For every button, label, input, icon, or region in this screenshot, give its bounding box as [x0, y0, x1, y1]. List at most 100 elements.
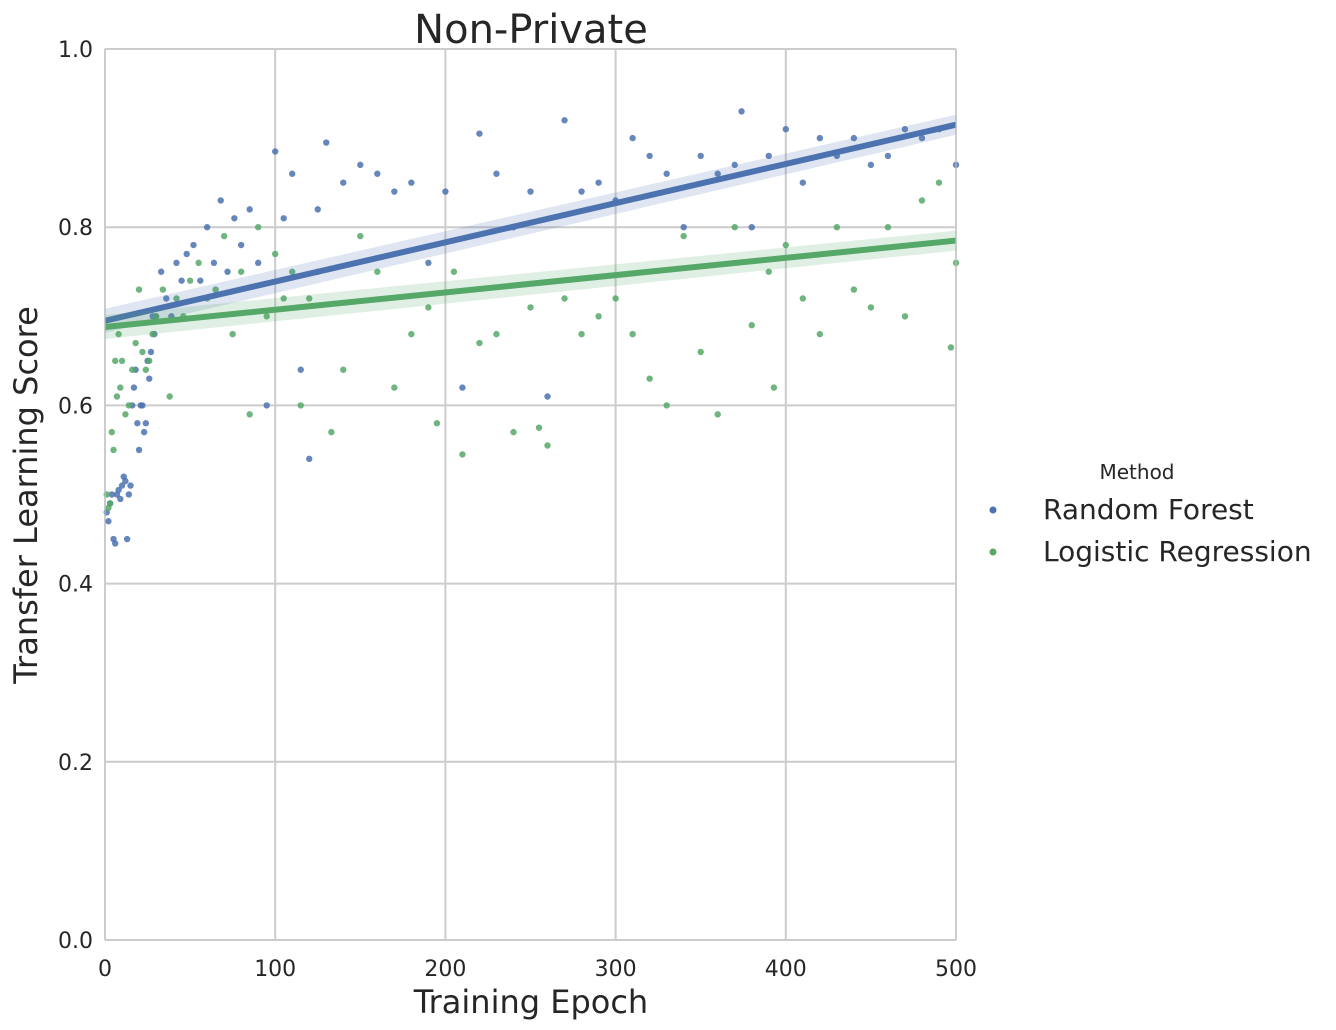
data-point	[328, 428, 335, 436]
data-point	[799, 295, 807, 302]
data-point	[714, 170, 721, 177]
data-point	[105, 518, 112, 525]
data-point	[544, 442, 551, 449]
data-point	[947, 344, 955, 351]
data-point	[112, 357, 119, 365]
data-point	[263, 313, 270, 320]
data-point	[113, 393, 121, 400]
data-point	[118, 482, 126, 489]
regression-line-random-forest	[104, 121, 957, 324]
data-point	[476, 130, 483, 137]
data-point	[935, 179, 943, 186]
data-point	[142, 366, 150, 373]
data-point	[782, 241, 789, 249]
data-point	[112, 540, 119, 547]
data-point	[697, 348, 704, 356]
data-point	[146, 357, 153, 365]
data-point	[108, 491, 116, 498]
series-random-forest	[103, 108, 960, 547]
data-point	[147, 348, 155, 356]
data-point	[237, 268, 245, 275]
legend: Method Random Forest Logistic Regression	[989, 460, 1312, 568]
data-point	[765, 268, 772, 275]
data-point	[340, 179, 347, 186]
data-point	[108, 428, 116, 436]
data-point	[115, 330, 122, 338]
legend-marker-logistic-regression	[989, 548, 997, 556]
data-point	[738, 108, 745, 115]
data-point	[132, 339, 139, 347]
data-point	[146, 375, 153, 382]
data-point	[578, 330, 585, 338]
data-point	[183, 250, 190, 258]
data-point	[246, 411, 253, 418]
data-point	[816, 330, 824, 338]
data-point	[442, 188, 449, 195]
data-point	[125, 402, 133, 409]
data-point	[127, 482, 134, 489]
data-point	[884, 224, 892, 231]
series-logistic-regression	[103, 179, 960, 512]
data-point	[195, 259, 202, 267]
data-point	[178, 277, 185, 284]
data-point	[237, 241, 245, 249]
data-point	[697, 152, 704, 160]
y-tick-label: 0.4	[58, 573, 93, 598]
data-point	[357, 232, 364, 240]
data-point	[197, 277, 204, 284]
data-point	[374, 170, 381, 177]
data-point	[254, 224, 262, 231]
data-point	[816, 134, 824, 142]
data-point	[139, 348, 146, 356]
data-point	[408, 330, 415, 338]
x-tick-label: 400	[765, 957, 807, 982]
data-point	[115, 486, 122, 494]
data-point	[125, 491, 133, 498]
data-point	[297, 402, 304, 409]
data-point	[149, 330, 156, 338]
data-point	[203, 224, 211, 231]
data-point	[680, 232, 687, 240]
data-point	[510, 428, 517, 436]
y-tick-label: 1.0	[58, 38, 93, 63]
data-point	[646, 375, 653, 382]
data-point	[595, 179, 602, 186]
y-axis-ticks: 0.0 0.2 0.4 0.6 0.8 1.0	[58, 38, 93, 954]
x-tick-label: 0	[98, 957, 112, 982]
data-point	[765, 152, 772, 160]
data-point	[231, 215, 238, 222]
data-point	[357, 161, 364, 169]
x-tick-label: 500	[935, 957, 977, 982]
data-point	[527, 188, 534, 195]
data-point	[297, 366, 304, 373]
data-point	[289, 268, 296, 275]
data-point	[578, 188, 585, 195]
data-point	[272, 148, 279, 155]
y-tick-label: 0.8	[58, 216, 93, 241]
data-point	[867, 304, 875, 311]
data-point	[527, 304, 534, 311]
data-point	[117, 495, 124, 503]
data-point	[159, 286, 167, 293]
data-point	[612, 295, 619, 302]
data-point	[901, 313, 909, 320]
data-point	[254, 259, 262, 267]
x-axis-label: Training Epoch	[413, 983, 648, 1021]
data-point	[663, 402, 670, 409]
data-point	[220, 232, 228, 240]
data-point	[374, 268, 381, 275]
data-point	[103, 491, 110, 498]
data-point	[224, 268, 231, 275]
data-point	[901, 125, 909, 133]
data-point	[314, 206, 321, 213]
data-point	[459, 451, 466, 458]
chart-title: Non-Private	[414, 7, 648, 53]
data-point	[323, 139, 330, 146]
data-point	[118, 357, 126, 365]
data-point	[122, 411, 129, 418]
data-point	[139, 402, 146, 409]
x-tick-label: 100	[254, 957, 296, 982]
data-point	[135, 446, 143, 454]
data-point	[210, 259, 218, 267]
